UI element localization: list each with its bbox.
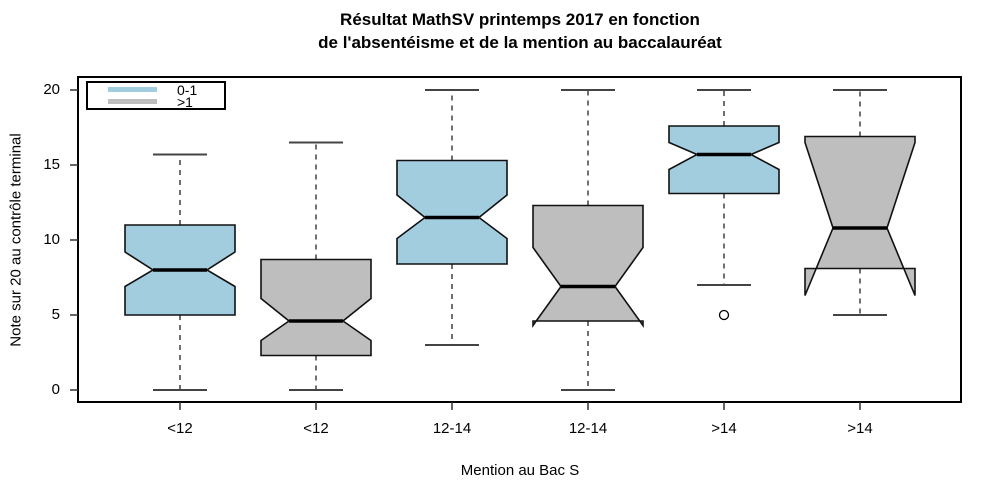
- y-tick-label: 15: [43, 156, 60, 173]
- x-tick-label: 12-14: [432, 420, 472, 437]
- chart-title-line-1: Résultat MathSV printemps 2017 en foncti…: [340, 10, 700, 29]
- x-tick-label: >14: [711, 420, 737, 437]
- x-axis-label: Mention au Bac S: [460, 462, 580, 479]
- x-tick-label: >14: [847, 420, 873, 437]
- y-tick-label: 10: [43, 231, 60, 248]
- y-tick-label: 0: [51, 381, 60, 398]
- box-polygon: [396, 159, 508, 265]
- chart-title-line-2: de l'absentéisme et de la mention au bac…: [318, 33, 722, 52]
- x-tick-label: <12: [303, 420, 329, 437]
- outlier-point: [718, 309, 730, 321]
- legend-label: >1: [177, 93, 193, 110]
- x-tick-label: <12: [167, 420, 193, 437]
- box-polygon: [532, 204, 644, 328]
- legend-swatch-blue: [108, 87, 157, 92]
- legend-box: 0-1 >1: [86, 81, 226, 110]
- y-tick-label: 20: [43, 81, 60, 98]
- x-tick-label: 12-14: [568, 420, 608, 437]
- box-polygon: [804, 135, 916, 296]
- legend-entry: >1: [88, 93, 224, 110]
- box-polygon: [668, 125, 780, 195]
- y-tick-label: 5: [51, 306, 60, 323]
- legend-swatch-gray: [108, 99, 157, 104]
- box-polygon: [260, 258, 372, 357]
- legend-label: 0-1: [177, 81, 198, 98]
- legend-entry: 0-1: [88, 81, 224, 98]
